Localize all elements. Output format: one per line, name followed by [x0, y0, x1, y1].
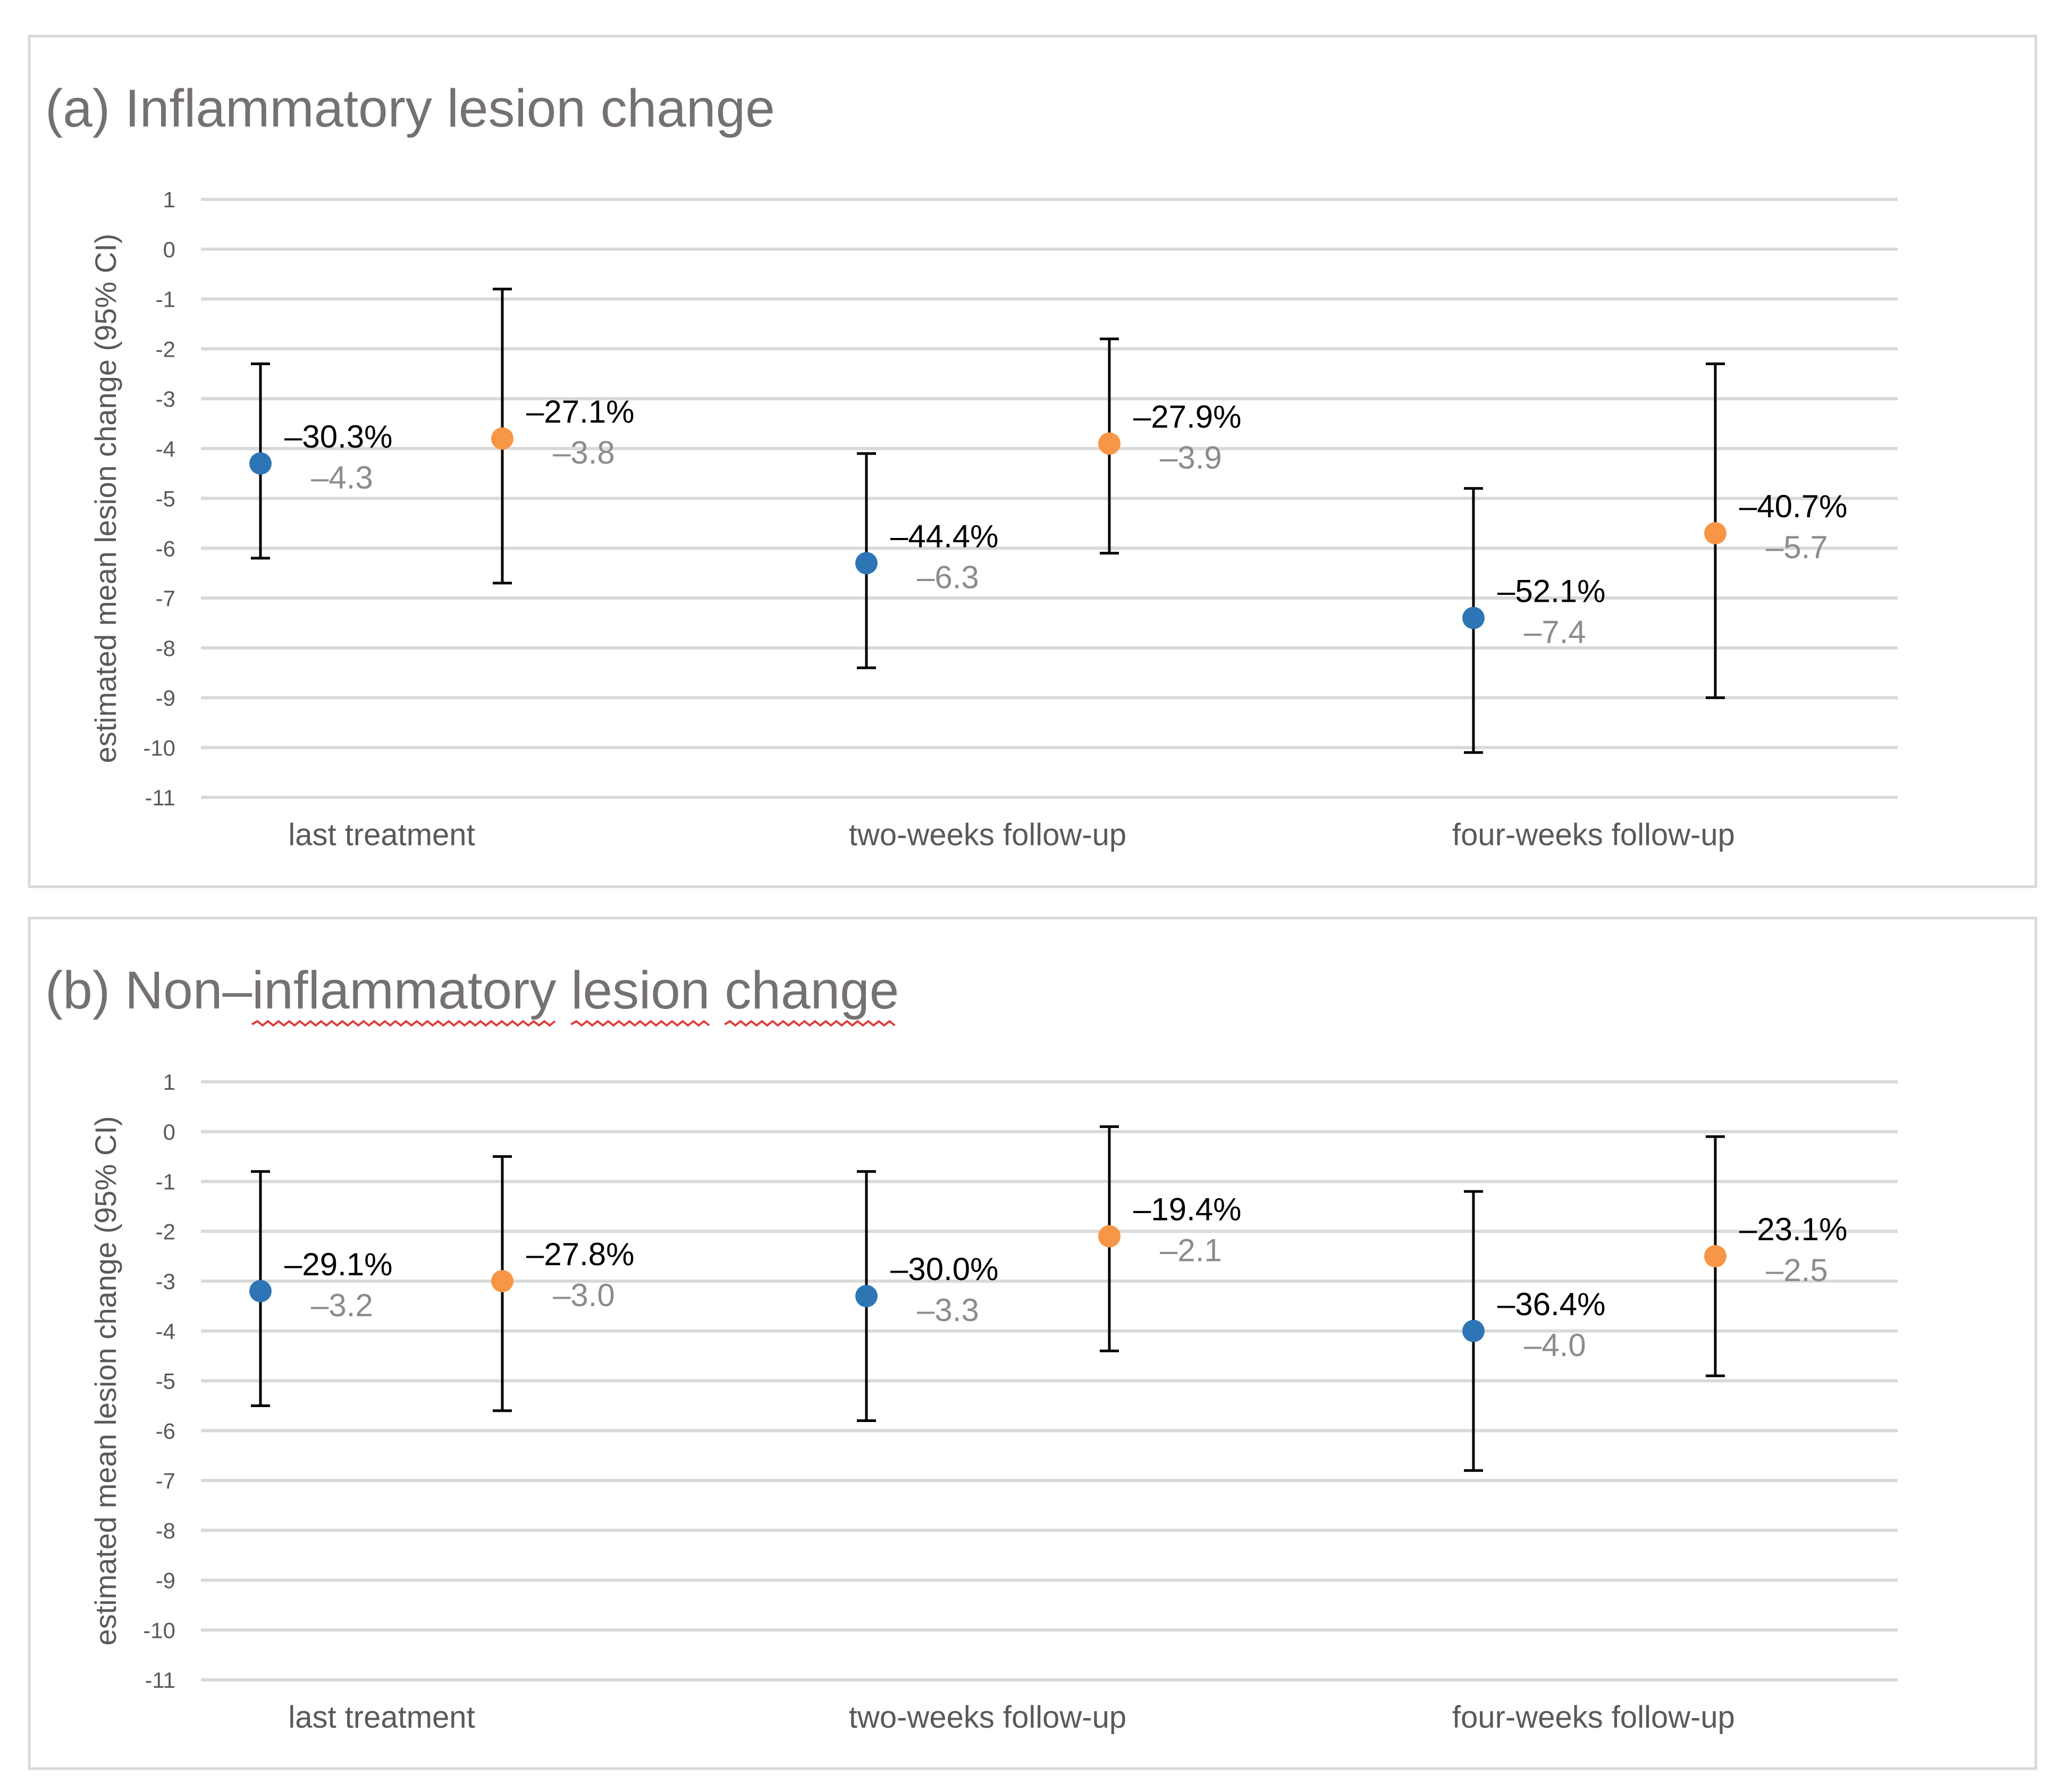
value-label: –3.3	[917, 1292, 979, 1328]
y-tick-label: -3	[156, 386, 175, 411]
percent-label: –19.4%	[1133, 1192, 1242, 1227]
value-label: –2.5	[1766, 1252, 1828, 1288]
y-tick-label: -1	[156, 1170, 175, 1194]
category-label: two-weeks follow-up	[849, 818, 1126, 852]
chart-title: (b) Non–inflammatory lesion change	[45, 961, 899, 1020]
value-label: –3.0	[553, 1277, 615, 1313]
spellcheck-underline	[251, 1020, 556, 1027]
data-point	[1704, 522, 1726, 545]
percent-label: –27.9%	[1133, 399, 1242, 434]
y-tick-label: -11	[145, 785, 175, 810]
panel-frame	[28, 916, 2037, 1770]
y-tick-label: -2	[156, 1219, 175, 1244]
y-tick-label: 0	[163, 1120, 175, 1145]
y-tick-label: -8	[156, 636, 175, 661]
percent-label: –40.7%	[1739, 489, 1848, 524]
data-point	[491, 427, 513, 450]
data-point	[1098, 432, 1121, 455]
y-tick-label: 1	[163, 1070, 175, 1095]
percent-label: –30.0%	[890, 1251, 999, 1287]
category-label: four-weeks follow-up	[1452, 1700, 1735, 1735]
y-tick-label: -7	[156, 586, 175, 611]
value-label: –4.0	[1524, 1327, 1586, 1363]
value-label: –6.3	[917, 559, 979, 595]
chart-title: (a) Inflammatory lesion change	[45, 79, 775, 138]
y-tick-label: -2	[156, 336, 175, 361]
y-tick-label: -7	[156, 1468, 175, 1493]
data-point	[249, 452, 272, 475]
percent-label: –30.3%	[284, 419, 393, 455]
data-point	[249, 1280, 272, 1302]
y-tick-label: -4	[156, 1319, 175, 1344]
y-tick-label: 1	[163, 187, 175, 212]
y-axis-label: estimated mean lesion change (95% CI)	[89, 233, 122, 763]
spellcheck-underline	[570, 1020, 710, 1027]
percent-label: –29.1%	[284, 1247, 393, 1282]
value-label: –3.9	[1160, 440, 1222, 475]
y-tick-label: -10	[143, 1618, 175, 1643]
value-label: –7.4	[1524, 615, 1586, 650]
category-label: two-weeks follow-up	[849, 1700, 1126, 1735]
data-point	[1704, 1245, 1726, 1268]
spellcheck-underline	[724, 1020, 896, 1027]
data-point	[1462, 607, 1485, 629]
data-point	[855, 1285, 878, 1308]
y-tick-label: -9	[156, 686, 175, 711]
percent-label: –52.1%	[1497, 574, 1606, 609]
chart-panel-b: (b) Non–inflammatory lesion change 1 0 -1 -2…	[28, 916, 2037, 1770]
data-point	[1462, 1319, 1485, 1342]
y-tick-label: -5	[156, 1369, 175, 1394]
y-tick-label: -6	[156, 536, 175, 561]
chart-panel-a: (a) Inflammatory lesion change 1 0 -1 -2 -3 -4…	[28, 35, 2037, 888]
y-tick-label: -11	[145, 1668, 175, 1693]
data-point	[855, 552, 878, 575]
panel-frame	[28, 35, 2037, 888]
percent-label: –44.4%	[890, 518, 999, 554]
percent-label: –23.1%	[1739, 1212, 1848, 1247]
value-label: –2.1	[1160, 1233, 1222, 1268]
y-tick-label: -6	[156, 1418, 175, 1443]
y-tick-label: 0	[163, 237, 175, 262]
percent-label: –27.1%	[526, 394, 635, 430]
value-label: –3.8	[553, 435, 615, 470]
y-tick-label: -1	[156, 287, 175, 312]
percent-label: –36.4%	[1497, 1286, 1606, 1322]
data-point	[491, 1270, 513, 1292]
category-label: last treatment	[288, 818, 475, 852]
category-label: four-weeks follow-up	[1452, 818, 1735, 852]
y-tick-label: -9	[156, 1568, 175, 1593]
data-point	[1098, 1225, 1121, 1248]
y-tick-label: -4	[156, 436, 175, 461]
y-tick-label: -5	[156, 486, 175, 511]
value-label: –4.3	[311, 460, 373, 495]
y-axis-label: estimated mean lesion change (95% CI)	[89, 1116, 122, 1645]
y-tick-label: -8	[156, 1518, 175, 1543]
y-tick-label: -3	[156, 1269, 175, 1294]
percent-label: –27.8%	[526, 1236, 635, 1272]
value-label: –5.7	[1766, 529, 1828, 565]
category-label: last treatment	[288, 1700, 475, 1735]
value-label: –3.2	[311, 1288, 373, 1323]
y-tick-label: -10	[143, 735, 175, 760]
